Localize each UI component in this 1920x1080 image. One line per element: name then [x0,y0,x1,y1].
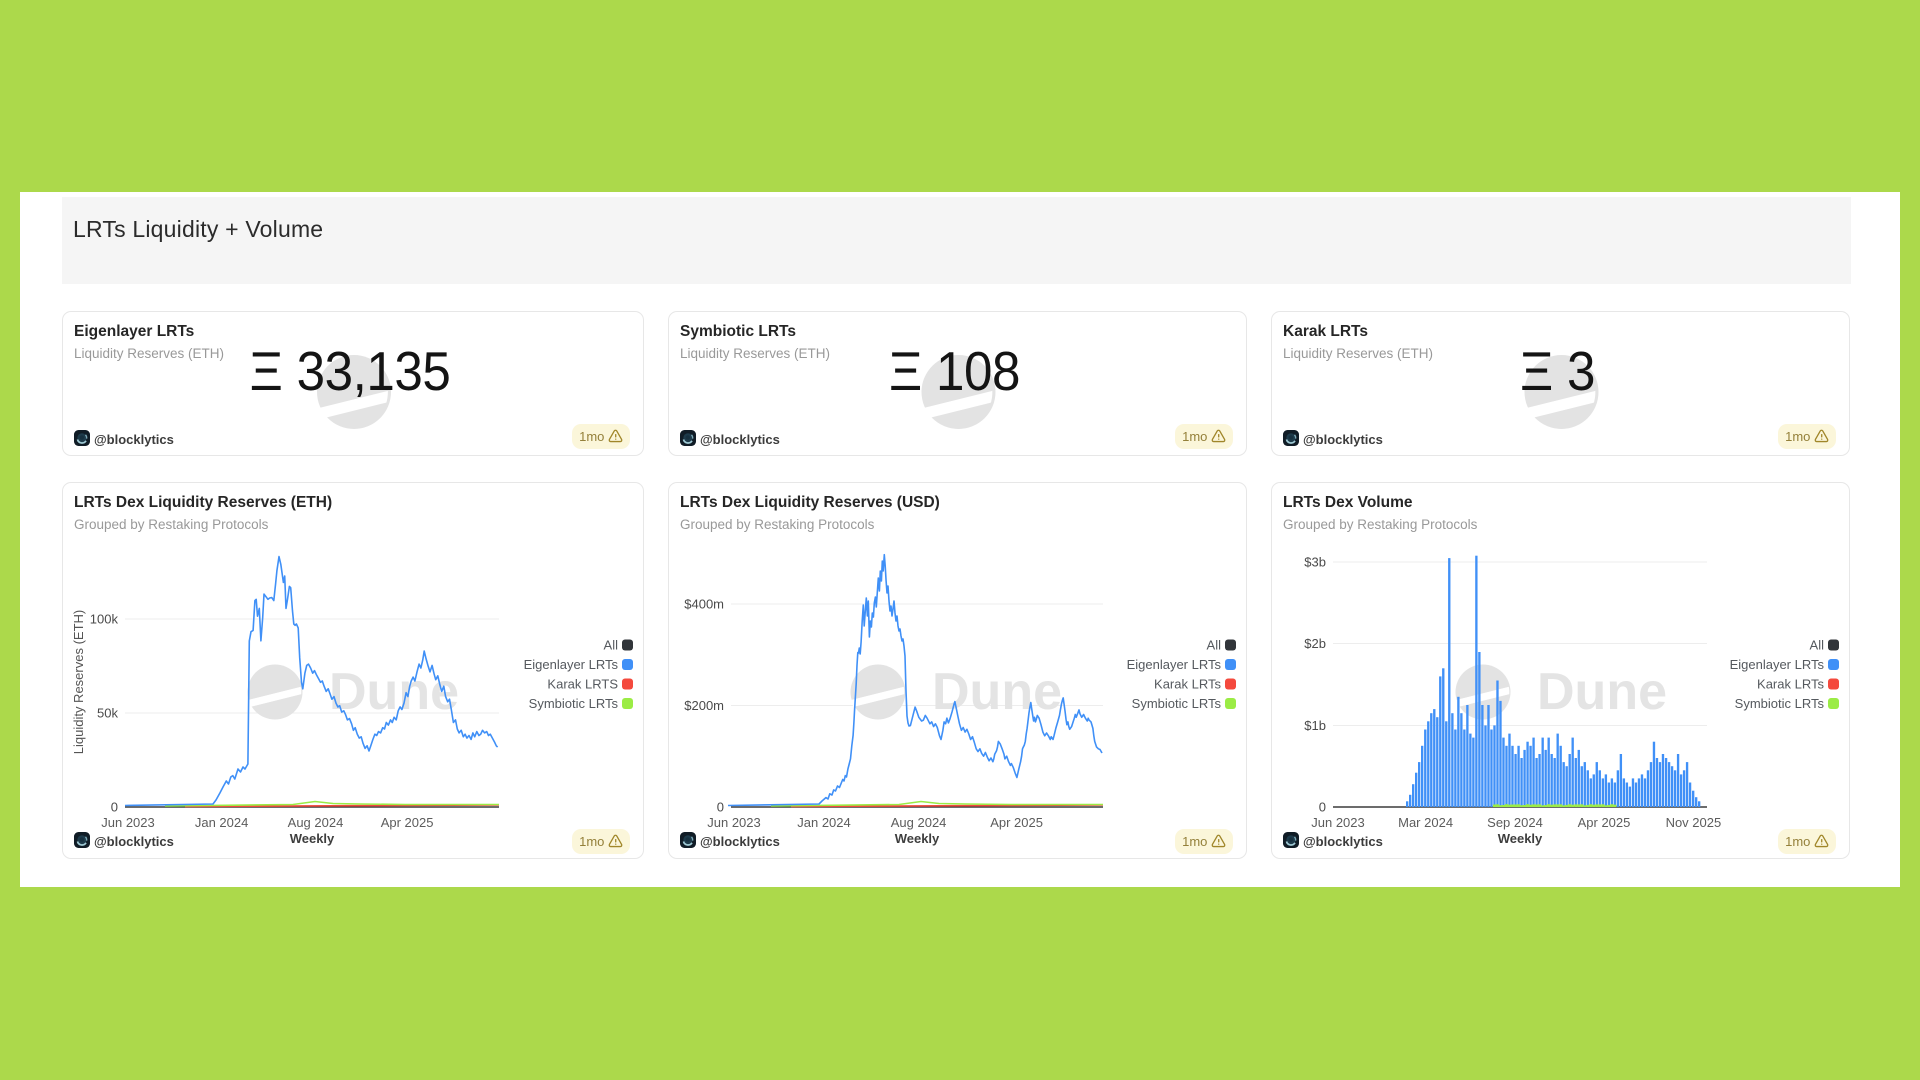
svg-text:Symbiotic LRTs: Symbiotic LRTs [1735,696,1825,711]
svg-text:Aug 2024: Aug 2024 [891,815,947,830]
svg-text:All: All [604,638,619,653]
svg-text:0: 0 [111,800,118,815]
svg-text:All: All [1207,638,1222,653]
svg-text:Dune: Dune [329,663,459,721]
svg-text:Jun 2023: Jun 2023 [707,815,761,830]
svg-text:Dune: Dune [932,663,1062,721]
svg-text:Symbiotic LRTs: Symbiotic LRTs [1132,696,1222,711]
svg-text:Mar 2024: Mar 2024 [1398,815,1453,830]
svg-text:Apr 2025: Apr 2025 [1578,815,1631,830]
svg-text:Liquidity Reserves (ETH): Liquidity Reserves (ETH) [71,610,86,755]
svg-text:Jan 2024: Jan 2024 [195,815,249,830]
svg-text:All: All [1810,638,1825,653]
svg-text:Apr 2025: Apr 2025 [381,815,434,830]
svg-text:Karak LRTs: Karak LRTs [1757,677,1824,692]
svg-text:Jan 2024: Jan 2024 [797,815,851,830]
svg-text:Karak LRTS: Karak LRTS [547,677,618,692]
svg-text:Dune: Dune [1537,663,1667,721]
svg-text:Sep 2024: Sep 2024 [1487,815,1543,830]
svg-text:0: 0 [1319,800,1326,815]
svg-text:Eigenlayer LRTs: Eigenlayer LRTs [1730,657,1825,672]
svg-text:Weekly: Weekly [290,831,335,846]
svg-text:Eigenlayer LRTs: Eigenlayer LRTs [1127,657,1222,672]
svg-text:$2b: $2b [1304,636,1326,651]
svg-text:Nov 2025: Nov 2025 [1666,815,1722,830]
svg-text:$3b: $3b [1304,555,1326,570]
svg-text:$400m: $400m [684,597,724,612]
svg-text:Jun 2023: Jun 2023 [1311,815,1365,830]
svg-text:Aug 2024: Aug 2024 [288,815,344,830]
svg-text:Jun 2023: Jun 2023 [101,815,155,830]
svg-text:Weekly: Weekly [1498,831,1543,846]
svg-text:50k: 50k [97,706,118,721]
svg-text:Apr 2025: Apr 2025 [990,815,1043,830]
svg-text:0: 0 [717,800,724,815]
svg-text:Weekly: Weekly [895,831,940,846]
svg-text:Karak LRTs: Karak LRTs [1154,677,1221,692]
svg-text:Eigenlayer LRTs: Eigenlayer LRTs [524,657,619,672]
svg-text:$200m: $200m [684,698,724,713]
svg-text:Symbiotic LRTs: Symbiotic LRTs [529,696,619,711]
svg-text:100k: 100k [90,612,119,627]
svg-text:$1b: $1b [1304,718,1326,733]
